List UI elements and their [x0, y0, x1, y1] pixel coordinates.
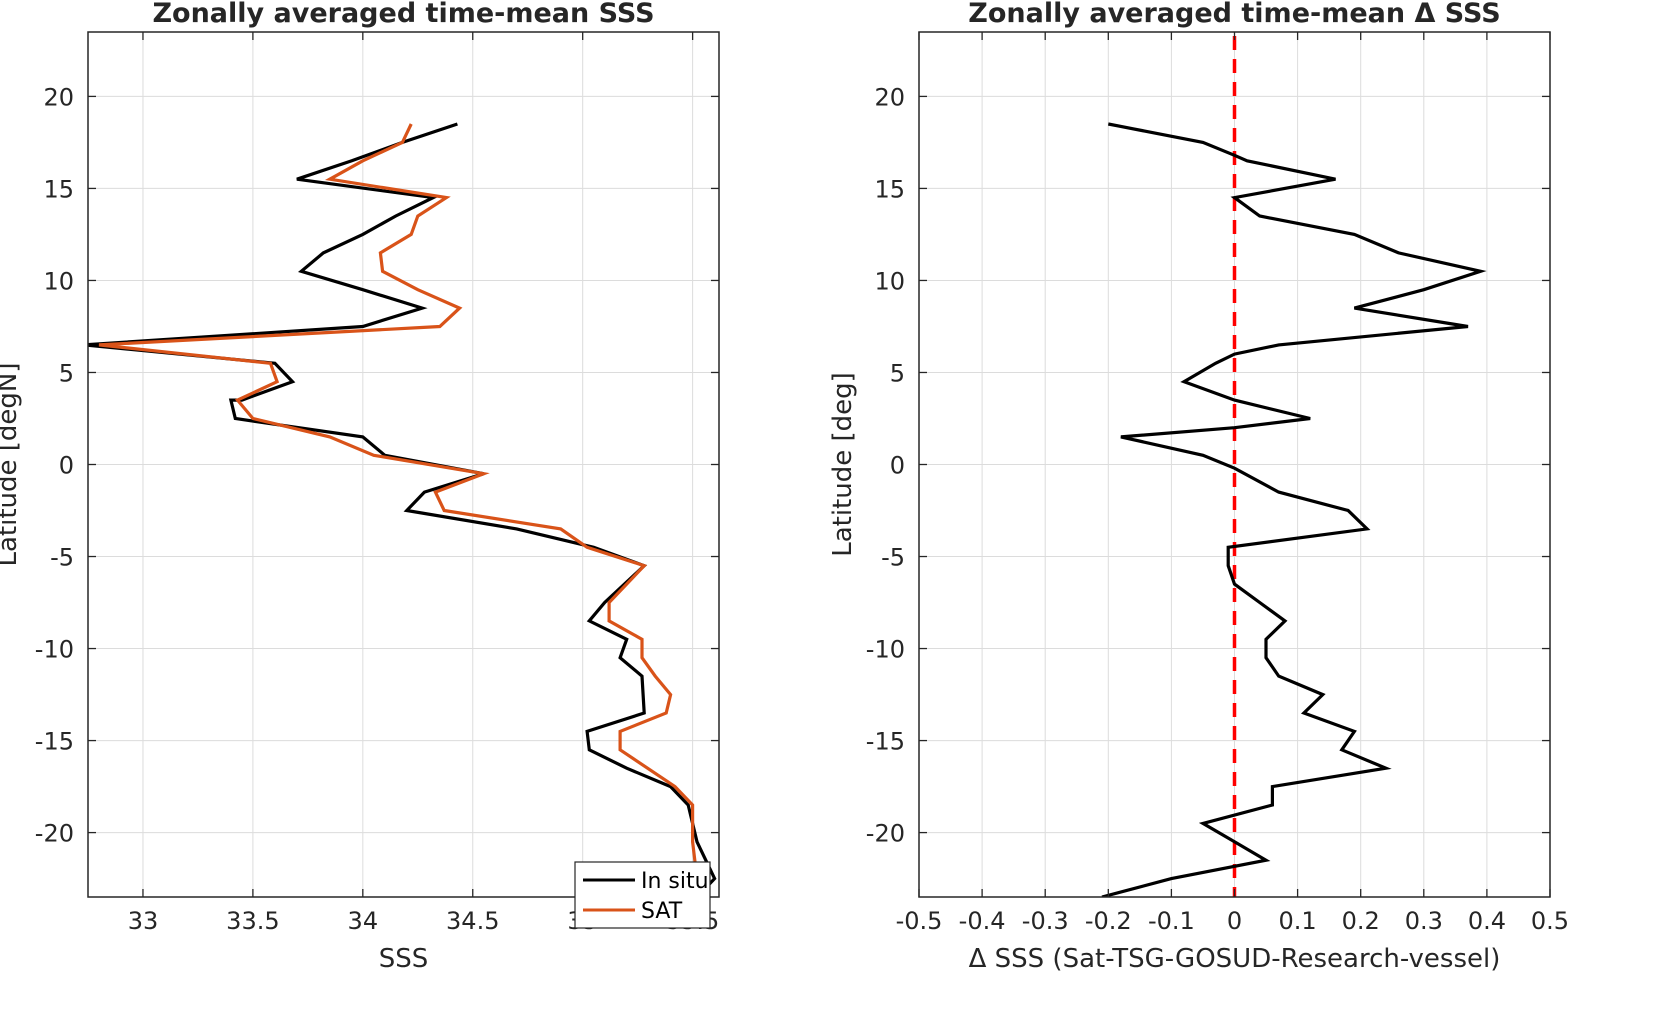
- x-tick-label: 0.2: [1342, 907, 1380, 935]
- y-tick-label: -5: [50, 544, 74, 572]
- y-tick-label: 5: [59, 359, 74, 387]
- series-line-sat: [98, 123, 699, 897]
- left-series-group: [88, 122, 717, 897]
- x-tick-label: 34: [348, 907, 379, 935]
- right-y-axis-label: Latitude [deg]: [828, 372, 858, 557]
- right-series-group: [1101, 122, 1487, 897]
- right-chart-panel: -0.5 -0.4 -0.3 -0.2 -0.1 0 0.1 0.2 0.3 0.4 0.5 20 15…: [828, 0, 1569, 974]
- y-tick-label: 0: [59, 452, 74, 480]
- y-tick-label: -20: [35, 820, 74, 848]
- y-tick-label: 10: [43, 267, 74, 295]
- x-tick-label: -0.4: [959, 907, 1006, 935]
- x-tick-label: 33: [128, 907, 159, 935]
- left-grid: [88, 32, 719, 897]
- left-x-axis-label: SSS: [379, 944, 429, 974]
- y-tick-label: -15: [866, 728, 905, 756]
- y-tick-label: -15: [35, 728, 74, 756]
- x-tick-label: 0.1: [1279, 907, 1317, 935]
- x-tick-label: 0.4: [1468, 907, 1506, 935]
- left-y-axis-label: Latitude [degN]: [0, 362, 23, 566]
- y-tick-label: -10: [866, 636, 905, 664]
- y-tick-label: 15: [874, 175, 905, 203]
- x-tick-label: -0.3: [1022, 907, 1069, 935]
- legend-label-in-situ: In situ: [641, 869, 709, 894]
- series-line-delta-sss: [1101, 122, 1487, 897]
- x-tick-label: -0.2: [1085, 907, 1132, 935]
- x-tick-label: 0.3: [1405, 907, 1443, 935]
- y-tick-label: 5: [890, 359, 905, 387]
- y-tick-label: 15: [43, 175, 74, 203]
- y-tick-label: -5: [881, 544, 905, 572]
- x-tick-label: -0.5: [896, 907, 943, 935]
- legend: In situ SAT: [574, 861, 711, 929]
- x-tick-label: 0: [1227, 907, 1242, 935]
- x-tick-label: -0.1: [1148, 907, 1195, 935]
- y-tick-label: 20: [43, 83, 74, 111]
- y-tick-label: 20: [874, 83, 905, 111]
- x-tick-label: 34.5: [446, 907, 499, 935]
- right-ticks: -0.5 -0.4 -0.3 -0.2 -0.1 0 0.1 0.2 0.3 0.4 0.5 20 15…: [866, 32, 1569, 935]
- legend-label-sat: SAT: [641, 899, 683, 924]
- x-tick-label: 33.5: [226, 907, 279, 935]
- y-tick-label: -20: [866, 820, 905, 848]
- right-x-axis-label: Δ SSS (Sat-TSG-GOSUD-Research-vessel): [969, 944, 1501, 974]
- y-tick-label: 10: [874, 267, 905, 295]
- x-tick-label: 0.5: [1531, 907, 1569, 935]
- y-tick-label: -10: [35, 636, 74, 664]
- left-chart-title: Zonally averaged time-mean SSS: [152, 0, 654, 29]
- legend-box: [574, 861, 711, 929]
- y-tick-label: 0: [890, 452, 905, 480]
- right-chart-title: Zonally averaged time-mean Δ SSS: [968, 0, 1500, 29]
